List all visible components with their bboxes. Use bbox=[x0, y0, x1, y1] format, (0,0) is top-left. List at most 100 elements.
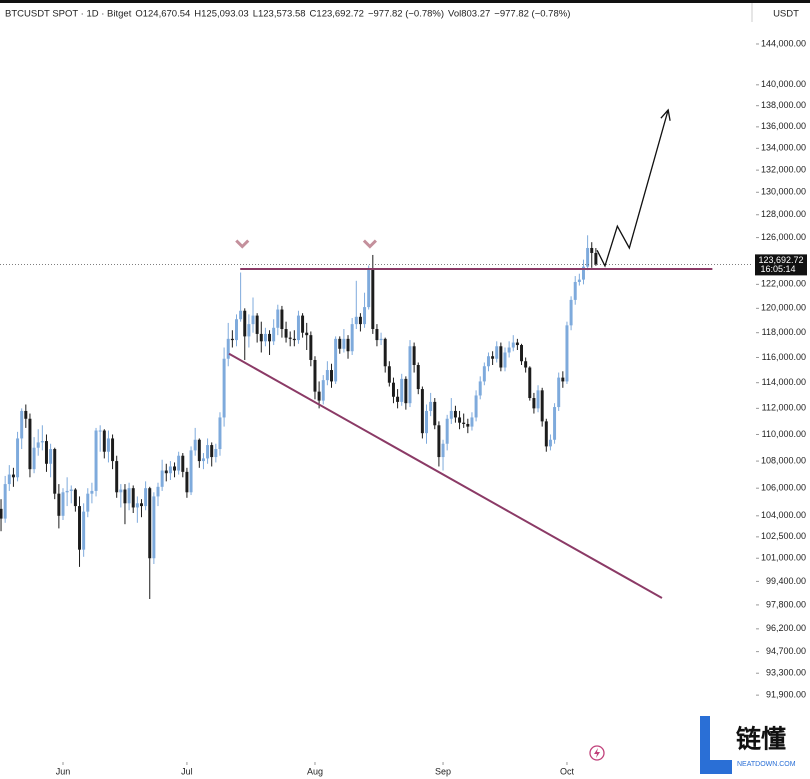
candle-body bbox=[20, 410, 24, 439]
candle-body bbox=[152, 496, 156, 559]
candle-body bbox=[478, 381, 482, 396]
candle-body bbox=[189, 450, 193, 493]
candle-body bbox=[181, 455, 185, 472]
candle-body bbox=[3, 484, 7, 519]
y-tick-label: 144,000.00 bbox=[761, 38, 806, 48]
candle-body bbox=[36, 442, 40, 448]
y-tick-label: 93,300.00 bbox=[766, 668, 806, 678]
candle-body bbox=[123, 489, 127, 504]
candle-body bbox=[462, 422, 466, 424]
candle-body bbox=[313, 359, 317, 392]
candle-body bbox=[235, 319, 238, 341]
candle-body bbox=[416, 364, 420, 390]
top-bar bbox=[0, 0, 810, 3]
header-item: Vol803.27 bbox=[448, 9, 490, 20]
countdown-label: 16:05:14 bbox=[760, 264, 795, 274]
candle-body bbox=[536, 390, 540, 409]
candle-body bbox=[40, 441, 44, 443]
candle-body bbox=[437, 425, 441, 458]
candle-body bbox=[272, 327, 276, 342]
candle-body bbox=[16, 438, 20, 478]
candle-body bbox=[346, 338, 350, 352]
y-tick-label: 101,000.00 bbox=[761, 553, 806, 563]
last-price-label: 123,692.72 bbox=[758, 255, 803, 265]
candle-body bbox=[102, 430, 106, 452]
candle-body bbox=[230, 338, 234, 341]
y-tick-label: 136,000.00 bbox=[761, 121, 806, 131]
candle-body bbox=[317, 391, 321, 401]
candle-body bbox=[334, 338, 338, 382]
y-tick-label: 122,000.00 bbox=[761, 279, 806, 289]
peak-marker bbox=[235, 239, 250, 249]
candle-body bbox=[321, 380, 325, 401]
candle-body bbox=[548, 439, 552, 447]
candle-body bbox=[458, 417, 462, 423]
candle-body bbox=[73, 489, 77, 507]
candle-body bbox=[325, 370, 329, 381]
candle-body bbox=[503, 352, 507, 368]
candle-body bbox=[449, 410, 453, 419]
candle-body bbox=[218, 417, 222, 450]
projection-arrow bbox=[596, 109, 669, 268]
header-item: C123,692.72 bbox=[310, 9, 364, 20]
candle-body bbox=[396, 396, 400, 402]
candle-body bbox=[338, 338, 342, 349]
candle-body bbox=[482, 366, 486, 382]
x-tick-label: Sep bbox=[435, 766, 451, 776]
candle-body bbox=[255, 315, 259, 334]
candle-body bbox=[375, 329, 379, 341]
candle-body bbox=[284, 329, 288, 338]
y-tick-label: 114,000.00 bbox=[762, 377, 806, 387]
candle-body bbox=[243, 310, 247, 337]
candle-body bbox=[590, 247, 594, 253]
header-item: H125,093.03 bbox=[194, 9, 248, 20]
candle-body bbox=[206, 445, 210, 459]
candle-body bbox=[111, 438, 115, 462]
y-tick-label: 112,000.00 bbox=[762, 403, 806, 413]
candle-body bbox=[561, 377, 565, 382]
candle-body bbox=[486, 356, 490, 367]
y-tick-label: 97,800.00 bbox=[766, 599, 806, 609]
candle-body bbox=[408, 346, 412, 404]
candle-body bbox=[197, 439, 201, 462]
candle-body bbox=[82, 511, 86, 550]
watermark-title: 链懂 bbox=[736, 725, 786, 754]
y-tick-label: 96,200.00 bbox=[766, 623, 806, 633]
candle-body bbox=[61, 492, 65, 516]
candle-body bbox=[214, 449, 218, 458]
candle-body bbox=[292, 338, 296, 341]
candle-body bbox=[573, 281, 577, 300]
candle-body bbox=[404, 378, 408, 404]
x-tick-label: Aug bbox=[307, 766, 323, 776]
y-tick-label: 134,000.00 bbox=[761, 143, 806, 153]
candle-body bbox=[276, 309, 280, 328]
y-tick-label: 94,700.00 bbox=[766, 646, 806, 656]
candle-body bbox=[474, 395, 478, 418]
candle-body bbox=[425, 410, 428, 434]
y-tick-label: 140,000.00 bbox=[761, 79, 806, 89]
candle-body bbox=[7, 474, 11, 485]
y-tick-label: 128,000.00 bbox=[761, 209, 806, 219]
candle-body bbox=[119, 489, 123, 493]
candle-body bbox=[65, 490, 69, 493]
y-tick-label: 106,000.00 bbox=[761, 483, 806, 493]
candle-body bbox=[144, 488, 148, 507]
candle-body bbox=[391, 382, 395, 397]
y-tick-label: 108,000.00 bbox=[761, 455, 806, 465]
candle-body bbox=[69, 489, 73, 491]
peak-marker bbox=[362, 239, 377, 249]
candle-body bbox=[177, 455, 181, 471]
candle-body bbox=[53, 449, 57, 494]
candle-body bbox=[453, 410, 457, 418]
x-tick-label: Oct bbox=[560, 766, 575, 776]
candle-body bbox=[371, 268, 375, 330]
candle-body bbox=[507, 347, 511, 353]
candle-body bbox=[280, 309, 284, 330]
candle-body bbox=[127, 488, 131, 504]
x-tick-label: Jun bbox=[56, 766, 71, 776]
y-tick-label: 104,000.00 bbox=[761, 510, 806, 520]
candle-body bbox=[160, 470, 164, 487]
candle-body bbox=[115, 461, 119, 493]
header-item: BTCUSDT SPOT · 1D · Bitget bbox=[5, 9, 132, 20]
